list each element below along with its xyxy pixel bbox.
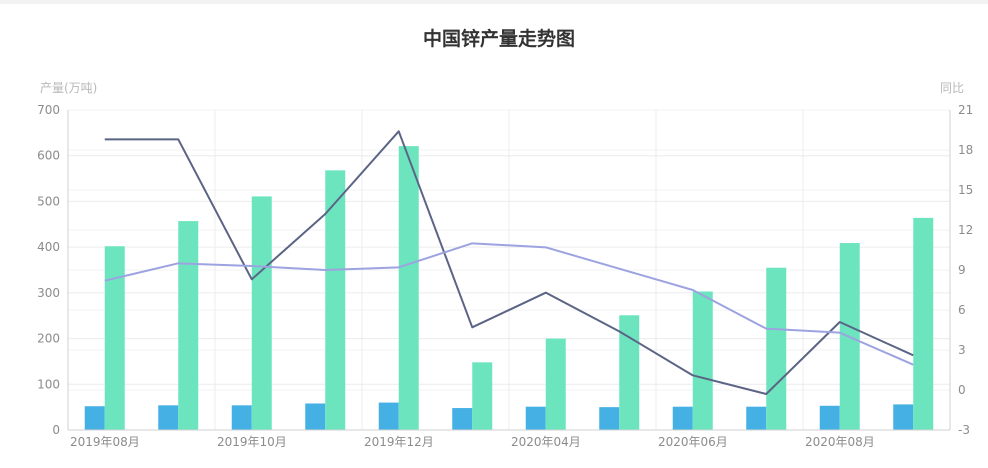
- y-tick-label-right: 18: [958, 143, 973, 157]
- y-tick-label-left: 200: [37, 332, 60, 346]
- series-line: [104, 242, 914, 366]
- y-tick-label-left: 300: [37, 286, 60, 300]
- bar-mark: [619, 315, 640, 430]
- bar-mark: [545, 338, 566, 430]
- axis-layer: 0 100 200 300 400 500 600 700 -3 0 3 6 9 12 15 18 21 2019…: [37, 103, 973, 449]
- y-tick-label-right: 0: [958, 383, 966, 397]
- x-tick-label: 2019年12月: [364, 435, 434, 449]
- bar-mark: [378, 402, 399, 430]
- y-tick-label-left: 0: [52, 423, 60, 437]
- y-tick-label-right: 3: [958, 343, 966, 357]
- bar-mark: [305, 403, 326, 430]
- bar-layer: [84, 146, 934, 431]
- bar-mark: [672, 406, 693, 430]
- bar-mark: [158, 405, 179, 430]
- bar-mark: [472, 362, 493, 430]
- bar-mark: [913, 217, 934, 430]
- y-tick-label-left: 100: [37, 377, 60, 391]
- bar-mark: [231, 405, 252, 430]
- bar-mark: [893, 404, 914, 430]
- x-tick-label: 2020年08月: [805, 435, 875, 449]
- bar-mark: [251, 196, 272, 430]
- y-tick-label-left: 500: [37, 194, 60, 208]
- bar-mark: [692, 291, 713, 430]
- x-tick-label: 2019年08月: [70, 435, 140, 449]
- bar-mark: [84, 406, 105, 430]
- y-tick-label-left: 400: [37, 240, 60, 254]
- bar-mark: [104, 246, 125, 430]
- series-line: [104, 130, 914, 395]
- bar-mark: [452, 408, 473, 430]
- bar-mark: [746, 406, 767, 430]
- bar-mark: [325, 170, 346, 431]
- bar-mark: [398, 146, 419, 430]
- y-tick-label-right: 21: [958, 103, 973, 117]
- bar-mark: [525, 406, 546, 430]
- bar-mark: [599, 407, 620, 430]
- y-axis-right-label: 同比: [940, 81, 964, 95]
- bar-mark: [766, 267, 787, 430]
- grid-layer: [68, 109, 950, 431]
- bar-mark: [178, 221, 199, 430]
- top-divider: [0, 0, 988, 4]
- y-tick-label-right: 15: [958, 183, 973, 197]
- line-layer: [104, 130, 914, 395]
- y-tick-label-right: 6: [958, 303, 966, 317]
- x-tick-label: 2019年10月: [217, 435, 287, 449]
- y-tick-label-right: -3: [958, 423, 970, 437]
- y-axis-left-label: 产量(万吨): [40, 81, 97, 95]
- y-tick-label-left: 600: [37, 149, 60, 163]
- y-tick-label-left: 700: [37, 103, 60, 117]
- y-tick-label-right: 9: [958, 263, 966, 277]
- chart-title: 中国锌产量走势图: [423, 27, 575, 50]
- y-tick-label-right: 12: [958, 223, 973, 237]
- x-tick-label: 2020年06月: [658, 435, 728, 449]
- bar-mark: [819, 405, 840, 430]
- x-tick-label: 2020年04月: [511, 435, 581, 449]
